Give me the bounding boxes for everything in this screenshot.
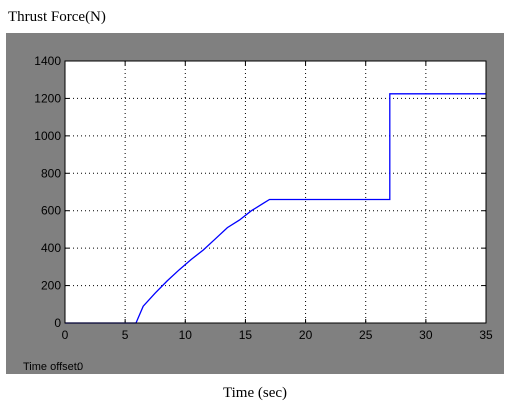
y-tick-label: 400 bbox=[41, 241, 61, 255]
x-tick-label: 20 bbox=[299, 328, 313, 342]
x-axis-label: Time (sec) bbox=[222, 385, 288, 401]
thrust-force-line bbox=[65, 93, 486, 324]
time-offset-value: 0 bbox=[77, 361, 84, 373]
y-tick-labels: 0 200 400 600 800 1000 1200 1400 bbox=[34, 54, 61, 330]
time-offset-label: Time offset: bbox=[23, 361, 80, 373]
x-tick-label: 0 bbox=[62, 328, 69, 342]
scope-title: Thrust Force(N) bbox=[8, 9, 106, 25]
axes-background bbox=[65, 61, 486, 323]
x-tick-labels: 0 5 10 15 20 25 30 35 bbox=[62, 328, 493, 342]
x-tick-label: 25 bbox=[359, 328, 373, 342]
y-tick-label: 600 bbox=[41, 204, 61, 218]
x-tick-label: 30 bbox=[419, 328, 433, 342]
y-tick-label: 800 bbox=[41, 166, 61, 180]
x-tick-label: 35 bbox=[479, 328, 493, 342]
x-tick-label: 15 bbox=[239, 328, 253, 342]
y-tick-label: 1000 bbox=[34, 129, 61, 143]
scope-panel: 0 5 10 15 20 25 30 35 0 200 400 600 800 1000 1200 1400… bbox=[6, 33, 504, 374]
y-tick-label: 0 bbox=[54, 316, 61, 330]
y-tick-label: 200 bbox=[41, 279, 61, 293]
plot-area: 0 5 10 15 20 25 30 35 0 200 400 600 800 1000 1200 1400 bbox=[34, 54, 493, 342]
x-tick-label: 5 bbox=[122, 328, 129, 342]
y-tick-label: 1200 bbox=[34, 91, 61, 105]
axes-border bbox=[64, 60, 487, 324]
y-tick-label: 1400 bbox=[34, 54, 61, 68]
x-tick-label: 10 bbox=[179, 328, 193, 342]
